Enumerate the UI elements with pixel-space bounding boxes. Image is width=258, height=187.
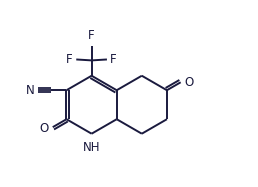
Text: F: F [66, 53, 73, 66]
Text: F: F [88, 29, 95, 42]
Text: O: O [185, 76, 194, 89]
Text: N: N [26, 84, 35, 97]
Text: O: O [39, 122, 49, 135]
Text: F: F [110, 53, 117, 66]
Text: NH: NH [83, 141, 100, 154]
